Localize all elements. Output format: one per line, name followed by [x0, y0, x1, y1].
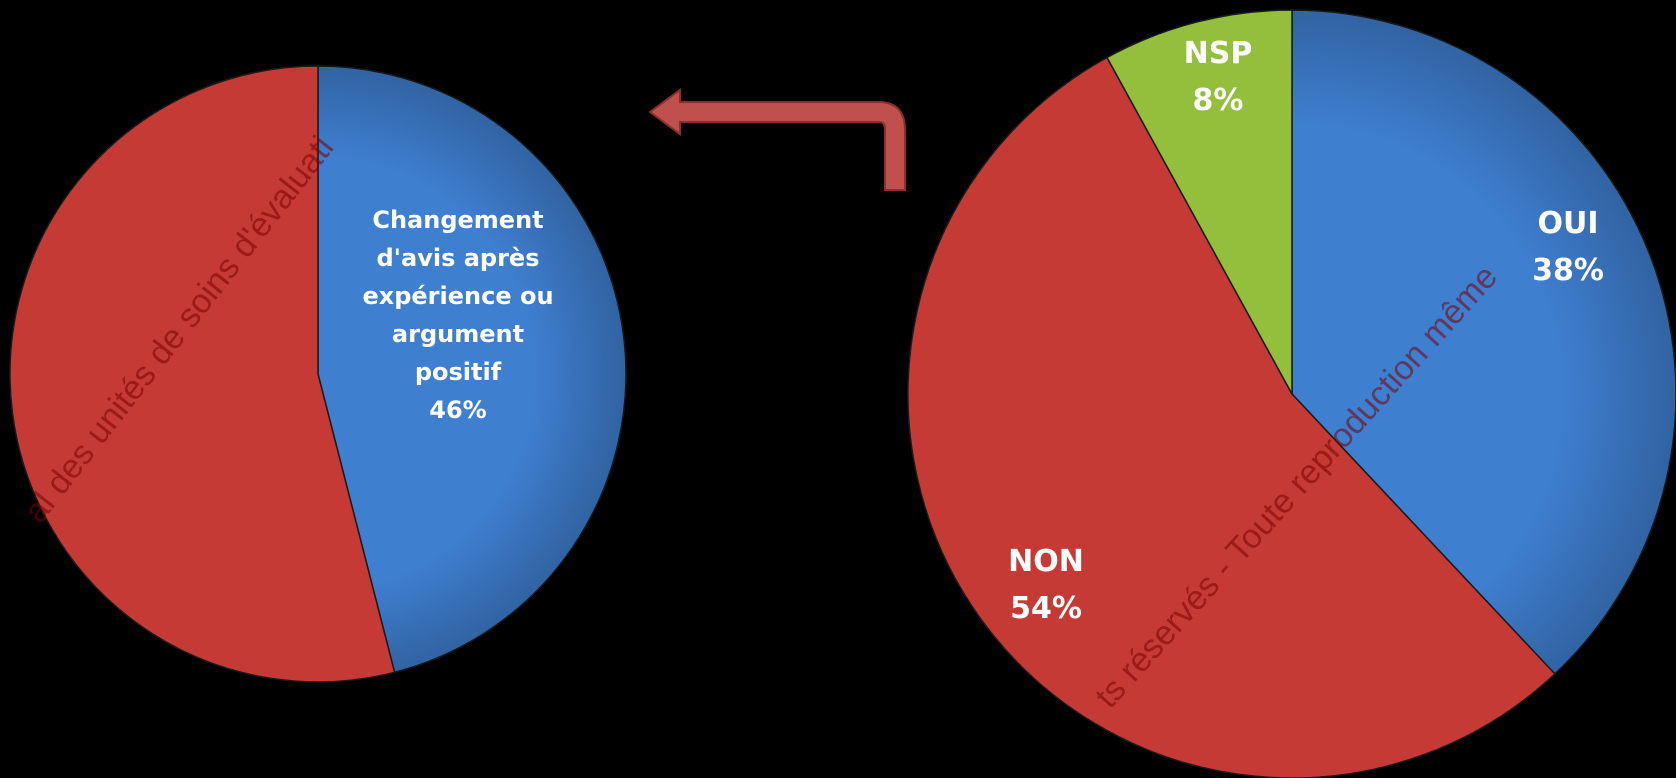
pie-slice [907, 56, 1556, 778]
slice-label-line: d'avis après [376, 244, 539, 272]
slice-percent-label: 54% [1010, 591, 1082, 626]
slice-label-line: argument [392, 320, 524, 348]
slice-label: NSP 8% [1184, 36, 1253, 118]
pie-chart-right: OUI 38% NON 54% NSP 8% [907, 9, 1676, 778]
slice-label-line: OUI [1537, 206, 1598, 241]
slice-percent-label: 46% [429, 396, 486, 424]
slice-label-line: Changement [372, 206, 543, 234]
slice-label: NON 54% [1008, 544, 1084, 626]
slice-label-line: positif [415, 358, 502, 386]
slice-label-line: NON [1008, 544, 1084, 579]
pie-slice [9, 65, 396, 683]
slice-percent-label: 8% [1193, 83, 1244, 118]
curved-arrow-left-icon [648, 88, 906, 191]
slice-label-line: expérience ou [362, 282, 553, 310]
slice-label-line: NSP [1184, 36, 1253, 71]
pie-slice [1105, 9, 1293, 395]
slice-label: Changement d'avis après expérience ou argum… [362, 206, 553, 424]
slice-percent-label: 38% [1532, 253, 1604, 288]
slice-label: OUI 38% [1532, 206, 1604, 288]
